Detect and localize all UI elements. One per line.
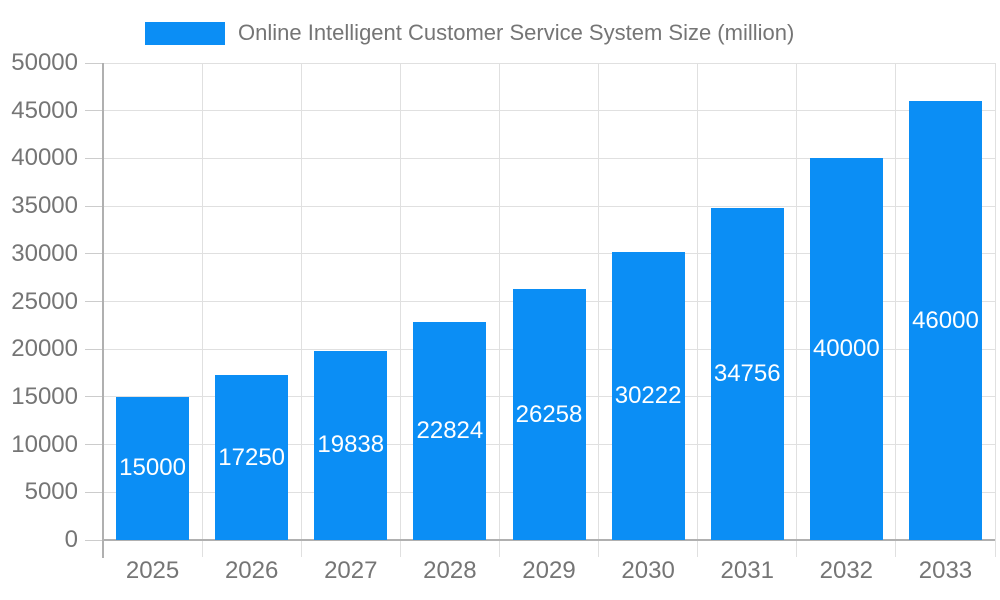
x-axis-tick-label: 2033 — [918, 557, 973, 584]
bar — [116, 396, 190, 540]
x-axis-tick-label: 2028 — [423, 557, 477, 584]
x-axis-tick-label: 2025 — [125, 557, 180, 584]
bar — [215, 375, 289, 540]
x-axis-tick-label: 2032 — [819, 557, 874, 584]
category-gridline — [895, 63, 897, 557]
y-tick — [85, 62, 103, 64]
category-gridline — [300, 63, 302, 557]
y-gridline — [103, 253, 995, 255]
y-axis-tick-label: 35000 — [11, 192, 78, 220]
bar — [710, 208, 784, 540]
category-gridline — [598, 63, 600, 557]
bar-value-label: 46000 — [912, 306, 979, 334]
bar — [809, 158, 883, 540]
y-gridline — [103, 157, 995, 159]
bar — [512, 289, 586, 540]
y-axis-line — [102, 63, 104, 558]
y-axis-tick-label: 5000 — [24, 478, 78, 506]
category-gridline — [399, 63, 401, 557]
y-axis-tick-label: 45000 — [11, 96, 78, 124]
y-axis-tick-label: 40000 — [11, 144, 78, 172]
bar-value-label: 22824 — [416, 417, 484, 445]
y-gridline — [103, 205, 995, 207]
y-tick — [85, 348, 103, 350]
bar — [908, 101, 982, 540]
bar — [314, 350, 388, 540]
y-tick — [85, 301, 103, 302]
y-axis-tick-label: 30000 — [11, 239, 78, 267]
y-axis-tick-label: 25000 — [11, 287, 78, 315]
y-tick — [85, 444, 103, 446]
y-axis-tick-label: 10000 — [11, 430, 78, 458]
category-gridline — [994, 63, 996, 557]
category-gridline — [201, 63, 203, 557]
y-axis-tick-label: 15000 — [11, 382, 78, 410]
y-tick — [85, 539, 103, 541]
y-gridline — [103, 62, 995, 64]
bar — [413, 322, 487, 540]
x-axis-tick-label: 2029 — [522, 557, 576, 584]
x-axis-line — [103, 539, 995, 541]
x-axis-tick-label: 2031 — [720, 557, 774, 584]
bar-value-label: 26258 — [515, 400, 583, 428]
y-tick — [85, 205, 103, 207]
y-axis-tick-label: 0 — [64, 526, 78, 553]
bar-value-label: 15000 — [119, 454, 186, 482]
y-tick — [85, 253, 103, 255]
category-gridline — [697, 63, 699, 557]
legend-swatch — [145, 21, 225, 45]
y-tick — [85, 491, 103, 493]
y-tick — [85, 110, 103, 112]
legend-label: Online Intelligent Customer Service Syst… — [238, 20, 795, 45]
category-gridline — [796, 63, 798, 557]
y-axis-tick-label: 50000 — [11, 49, 78, 76]
category-gridline — [498, 63, 500, 557]
x-axis-tick-label: 2027 — [324, 557, 378, 584]
y-tick — [85, 396, 103, 398]
x-axis-tick-label: 2030 — [621, 557, 675, 584]
y-gridline — [103, 110, 995, 112]
bar-value-label: 34756 — [713, 360, 781, 388]
bar-value-label: 17250 — [218, 443, 286, 471]
y-tick — [85, 157, 103, 159]
bar — [611, 251, 685, 540]
bar-value-label: 19838 — [317, 431, 385, 459]
x-axis-tick-label: 2026 — [224, 557, 279, 584]
y-axis-tick-label: 20000 — [11, 335, 78, 363]
bar-value-label: 40000 — [812, 335, 880, 363]
bar-value-label: 30222 — [614, 381, 682, 409]
legend: Online Intelligent Customer Service Syst… — [145, 20, 794, 46]
